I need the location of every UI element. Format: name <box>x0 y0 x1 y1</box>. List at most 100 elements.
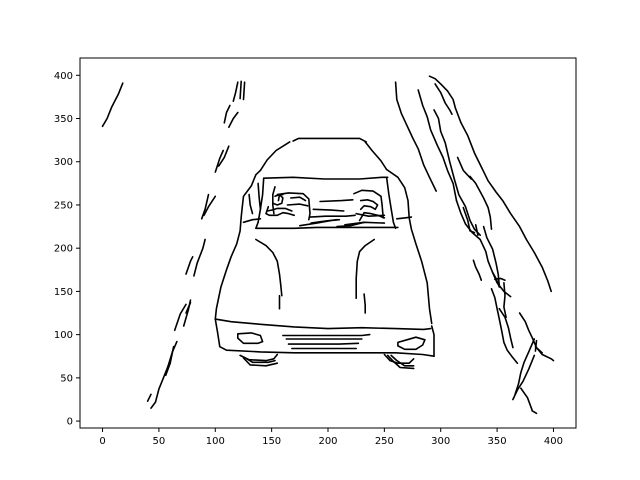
stroke-60 <box>397 336 426 351</box>
stroke-57 <box>355 238 376 300</box>
stroke-84 <box>472 259 483 282</box>
stroke-75 <box>433 109 482 236</box>
stroke-43 <box>319 199 354 203</box>
y-tick-label-8: 400 <box>54 71 73 82</box>
stroke-19 <box>292 137 368 143</box>
stroke-33 <box>248 193 254 215</box>
stroke-38 <box>265 205 296 217</box>
y-tick-label-1: 50 <box>60 373 73 384</box>
stroke-24 <box>214 318 432 331</box>
stroke-34 <box>257 182 262 211</box>
stroke-53 <box>355 212 386 217</box>
stroke-95 <box>531 409 538 415</box>
y-tick-label-2: 100 <box>54 330 73 341</box>
stroke-20 <box>259 141 291 172</box>
stroke-55 <box>255 238 283 297</box>
stroke-71 <box>394 81 438 192</box>
stroke-86 <box>498 307 514 349</box>
x-tick-label-5: 250 <box>375 436 394 447</box>
x-tick-label-3: 150 <box>262 436 281 447</box>
stroke-18 <box>242 81 246 101</box>
stroke-50 <box>359 200 379 211</box>
stroke-9 <box>193 238 206 277</box>
y-tick-label-0: 0 <box>67 417 73 428</box>
x-tick-label-1: 50 <box>153 436 166 447</box>
stroke-30 <box>255 226 399 230</box>
y-axis: 0 50 100 150 200 250 300 350 400 <box>54 71 80 428</box>
y-tick-label-3: 150 <box>54 287 73 298</box>
stroke-81 <box>474 224 479 236</box>
stroke-1 <box>146 393 152 403</box>
stroke-27 <box>262 176 389 180</box>
stroke-63 <box>287 342 360 345</box>
stroke-68 <box>383 353 415 365</box>
stroke-48 <box>353 189 385 219</box>
x-axis: 0 50 100 150 200 250 300 350 400 <box>99 428 563 447</box>
stroke-10 <box>200 193 210 220</box>
stroke-7 <box>185 301 192 314</box>
x-tick-label-6: 300 <box>431 436 450 447</box>
y-tick-label-6: 300 <box>54 157 73 168</box>
stroke-92 <box>514 338 536 396</box>
stroke-58 <box>363 293 367 314</box>
stroke-94 <box>519 387 533 411</box>
x-tick-label-0: 0 <box>99 436 105 447</box>
stroke-90 <box>534 339 538 352</box>
stroke-85 <box>490 287 519 365</box>
stroke-44 <box>312 208 345 212</box>
stroke-4 <box>164 345 175 377</box>
stroke-54 <box>336 221 365 228</box>
stroke-89 <box>518 312 555 362</box>
stroke-40 <box>276 192 311 221</box>
stroke-11 <box>203 195 217 217</box>
stroke-73 <box>434 83 453 115</box>
drawing-strokes <box>101 75 555 415</box>
stroke-74 <box>417 89 458 202</box>
x-tick-label-7: 350 <box>488 436 507 447</box>
stroke-77 <box>456 156 473 180</box>
stroke-41 <box>289 196 307 202</box>
x-tick-label-2: 100 <box>206 436 225 447</box>
stroke-17 <box>239 80 242 100</box>
stroke-80 <box>462 206 476 234</box>
plot-area <box>79 57 577 429</box>
stroke-21 <box>364 141 388 171</box>
stroke-42 <box>286 203 309 207</box>
stroke-82 <box>482 225 501 287</box>
stroke-39 <box>266 207 293 212</box>
y-tick-label-4: 200 <box>54 244 73 255</box>
stroke-88 <box>503 281 507 319</box>
stroke-91 <box>534 345 544 354</box>
stroke-70 <box>390 354 415 367</box>
stroke-2 <box>150 365 169 409</box>
stroke-5 <box>173 303 187 332</box>
stroke-31 <box>242 218 262 224</box>
stroke-29 <box>385 176 397 230</box>
stroke-69 <box>386 354 415 370</box>
x-tick-label-4: 200 <box>318 436 337 447</box>
y-tick-label-7: 350 <box>54 114 73 125</box>
stroke-93 <box>512 354 536 401</box>
stroke-15 <box>228 111 239 128</box>
stroke-66 <box>242 357 279 367</box>
stroke-65 <box>239 353 279 362</box>
stroke-72 <box>428 75 457 109</box>
stroke-61 <box>282 333 371 337</box>
stroke-0 <box>101 82 124 128</box>
stroke-22 <box>214 169 262 320</box>
stroke-12 <box>214 149 224 173</box>
stroke-8 <box>185 255 194 275</box>
stroke-16 <box>232 81 239 102</box>
stroke-87 <box>493 277 506 282</box>
stroke-13 <box>217 145 230 167</box>
stroke-76 <box>454 107 553 293</box>
stroke-59 <box>237 332 264 345</box>
stroke-25 <box>214 318 435 358</box>
stroke-23 <box>385 168 433 325</box>
stroke-14 <box>223 104 231 124</box>
stroke-45 <box>309 214 356 218</box>
stroke-78 <box>469 175 493 230</box>
stroke-47 <box>310 218 338 224</box>
stroke-32 <box>395 216 413 220</box>
